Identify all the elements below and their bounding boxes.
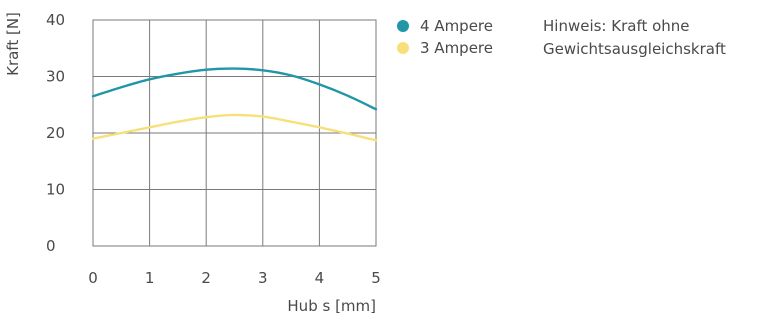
note-line-1: Hinweis: Kraft ohne: [543, 17, 690, 35]
x-tick-labels: 0 1 2 3 4 5: [88, 269, 381, 287]
y-tick-label: 40: [46, 11, 65, 29]
legend-label-2: 3 Ampere: [420, 39, 493, 57]
plot-series: [91, 67, 378, 142]
x-tick-label: 2: [201, 269, 211, 287]
y-tick-labels: 0 10 20 30 40: [46, 11, 65, 255]
note-line-2: Gewichtsausgleichskraft: [543, 40, 726, 58]
legend-marker-2: [397, 42, 409, 54]
x-tick-label: 3: [258, 269, 268, 287]
legend-label-1: 4 Ampere: [420, 17, 493, 35]
x-axis-label: Hub s [mm]: [287, 297, 376, 315]
series-line-1: [91, 67, 378, 111]
x-tick-label: 4: [315, 269, 325, 287]
y-tick-label: 0: [46, 237, 56, 255]
y-tick-label: 10: [46, 181, 65, 199]
x-tick-label: 0: [88, 269, 98, 287]
x-tick-label: 1: [145, 269, 155, 287]
legend: 4 Ampere 3 Ampere: [397, 17, 493, 57]
x-tick-label: 5: [371, 269, 381, 287]
plot-frame: [92, 19, 377, 247]
grid-lines: [92, 19, 377, 247]
series-line-2: [91, 113, 378, 142]
legend-marker-1: [397, 20, 409, 32]
y-tick-label: 20: [46, 124, 65, 142]
y-tick-label: 30: [46, 68, 65, 86]
y-axis-label: Kraft [N]: [4, 12, 22, 76]
